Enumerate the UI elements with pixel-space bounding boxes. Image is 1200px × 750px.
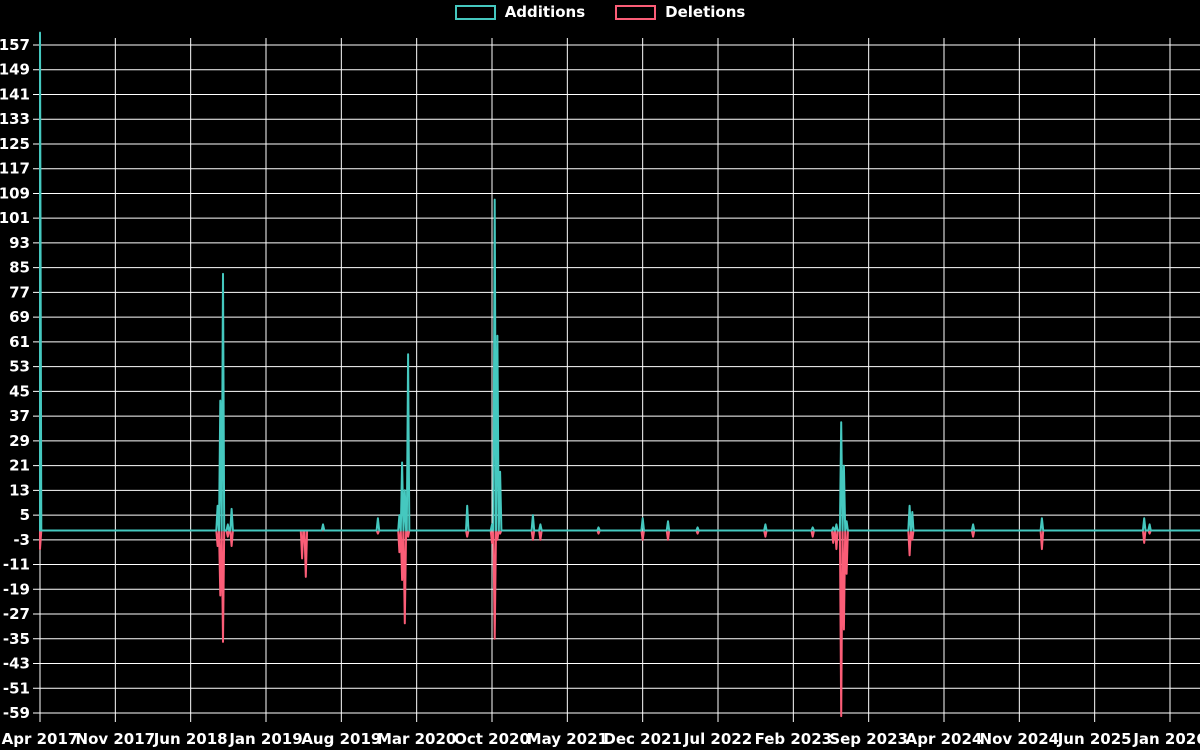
x-axis-label: Aug 2019 bbox=[301, 730, 381, 748]
x-axis-label: Jan 2019 bbox=[228, 730, 302, 748]
y-axis-label: 5 bbox=[20, 506, 30, 524]
y-axis-label: 125 bbox=[0, 135, 30, 153]
x-axis-label: Nov 2024 bbox=[980, 730, 1060, 748]
y-axis-label: -59 bbox=[3, 704, 30, 722]
y-axis-label: 149 bbox=[0, 61, 30, 79]
y-axis-label: -3 bbox=[13, 531, 30, 549]
y-axis-label: 21 bbox=[9, 457, 30, 475]
x-axis-label: Apr 2017 bbox=[2, 730, 79, 748]
y-axis-label: 61 bbox=[9, 333, 30, 351]
legend-label-additions: Additions bbox=[504, 3, 586, 21]
x-axis-label: Jun 2025 bbox=[1057, 730, 1132, 748]
y-axis-label: 53 bbox=[9, 358, 30, 376]
legend-label-deletions: Deletions bbox=[665, 3, 746, 21]
y-axis-label: -51 bbox=[3, 679, 30, 697]
y-axis-label: 93 bbox=[9, 234, 30, 252]
y-axis-label: 109 bbox=[0, 184, 30, 202]
y-axis-label: -35 bbox=[3, 630, 30, 648]
x-axis-label: Nov 2017 bbox=[76, 730, 156, 748]
y-axis-label: -43 bbox=[3, 655, 30, 673]
additions-swatch-icon bbox=[454, 5, 496, 20]
chart-legend: Additions Deletions bbox=[0, 5, 1200, 20]
y-axis-label: 37 bbox=[9, 407, 30, 425]
legend-item-deletions[interactable]: Deletions bbox=[615, 5, 745, 20]
x-axis-label: Sep 2023 bbox=[829, 730, 908, 748]
y-axis-label: 29 bbox=[9, 432, 30, 450]
y-axis-label: -11 bbox=[3, 556, 30, 574]
x-axis-label: Dec 2021 bbox=[603, 730, 682, 748]
y-axis-label: -19 bbox=[3, 580, 30, 598]
y-axis-label: 69 bbox=[9, 308, 30, 326]
y-axis-label: 157 bbox=[0, 36, 30, 54]
y-axis-label: 45 bbox=[9, 382, 30, 400]
x-axis-label: Mar 2020 bbox=[377, 730, 456, 748]
y-axis-label: 117 bbox=[0, 160, 30, 178]
legend-item-additions[interactable]: Additions bbox=[454, 3, 586, 21]
deletions-swatch-icon bbox=[615, 5, 657, 20]
y-axis-label: 101 bbox=[0, 209, 30, 227]
y-axis-label: -27 bbox=[3, 605, 30, 623]
additions-line bbox=[39, 31, 1200, 532]
y-axis-label: 77 bbox=[9, 283, 30, 301]
x-axis-label: Oct 2020 bbox=[454, 730, 530, 748]
y-axis-label: 133 bbox=[0, 110, 30, 128]
x-axis-label: Jun 2018 bbox=[153, 730, 228, 748]
x-axis-label: Feb 2023 bbox=[755, 730, 833, 748]
y-axis-label: 141 bbox=[0, 85, 30, 103]
x-axis-label: Jul 2022 bbox=[683, 730, 752, 748]
x-axis-label: Jan 2026 bbox=[1132, 730, 1200, 748]
x-axis-label: Apr 2024 bbox=[906, 730, 983, 748]
y-axis-label: 13 bbox=[9, 481, 30, 499]
x-axis-label: May 2021 bbox=[527, 730, 608, 748]
y-axis-label: 85 bbox=[9, 259, 30, 277]
